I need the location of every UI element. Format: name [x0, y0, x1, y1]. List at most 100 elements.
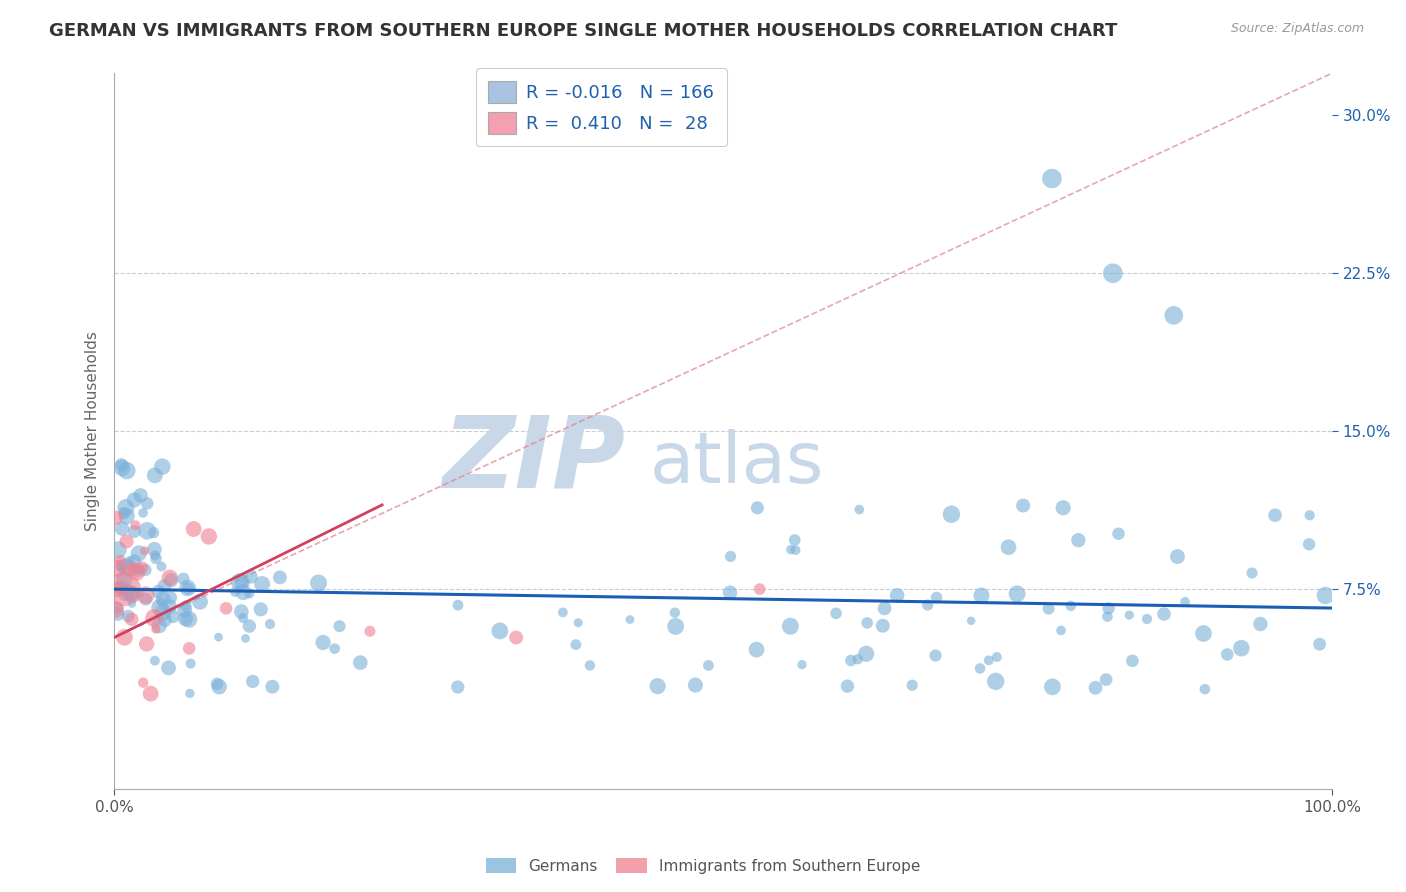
Point	[120, 586, 142, 600]
Point	[924, 648, 946, 663]
Text: GERMAN VS IMMIGRANTS FROM SOUTHERN EUROPE SINGLE MOTHER HOUSEHOLDS CORRELATION C: GERMAN VS IMMIGRANTS FROM SOUTHERN EUROP…	[49, 22, 1118, 40]
Point	[846, 652, 869, 666]
Point	[359, 624, 381, 639]
Point	[125, 565, 148, 579]
Point	[238, 619, 260, 633]
Point	[107, 542, 129, 557]
Point	[873, 601, 896, 615]
Point	[153, 613, 176, 627]
Point	[134, 563, 156, 577]
Point	[150, 459, 173, 474]
Point	[148, 618, 170, 632]
Point	[239, 570, 262, 584]
Text: ZIP: ZIP	[443, 411, 626, 508]
Point	[1298, 537, 1320, 551]
Point	[1067, 533, 1090, 548]
Point	[148, 584, 170, 599]
Point	[160, 573, 183, 587]
Point	[179, 641, 201, 656]
Point	[1098, 601, 1121, 615]
Point	[135, 637, 157, 651]
Point	[925, 591, 948, 605]
Point	[969, 661, 991, 675]
Point	[121, 597, 143, 611]
Point	[115, 585, 138, 599]
Point	[790, 657, 813, 672]
Point	[177, 581, 200, 595]
Point	[145, 622, 167, 636]
Point	[856, 615, 879, 630]
Point	[159, 571, 181, 585]
Point	[960, 614, 983, 628]
Point	[153, 579, 176, 593]
Point	[323, 641, 346, 656]
Point	[139, 687, 162, 701]
Point	[149, 600, 172, 615]
Point	[259, 617, 281, 632]
Point	[1012, 499, 1035, 513]
Point	[565, 638, 588, 652]
Point	[121, 612, 143, 626]
Point	[1095, 673, 1118, 687]
Point	[1121, 654, 1143, 668]
Point	[1309, 637, 1331, 651]
Point	[111, 558, 134, 573]
Point	[183, 522, 205, 536]
Point	[235, 632, 257, 646]
Point	[984, 674, 1007, 689]
Point	[567, 615, 589, 630]
Point	[107, 582, 129, 597]
Point	[328, 619, 350, 633]
Point	[977, 653, 1000, 667]
Point	[1060, 599, 1083, 613]
Point	[104, 511, 127, 525]
Point	[124, 554, 146, 568]
Point	[177, 582, 200, 596]
Point	[124, 518, 146, 533]
Legend: R = -0.016   N = 166, R =  0.410   N =  28: R = -0.016 N = 166, R = 0.410 N = 28	[475, 68, 727, 146]
Point	[143, 468, 166, 483]
Point	[718, 585, 741, 599]
Point	[748, 582, 770, 596]
Point	[150, 595, 173, 609]
Point	[180, 657, 202, 671]
Point	[159, 591, 181, 605]
Point	[720, 549, 742, 564]
Point	[143, 654, 166, 668]
Point	[152, 606, 174, 620]
Point	[159, 599, 181, 614]
Point	[110, 553, 132, 567]
Point	[112, 506, 135, 520]
Point	[122, 493, 145, 508]
Point	[111, 522, 134, 536]
Point	[112, 573, 135, 587]
Point	[619, 613, 641, 627]
Point	[1052, 500, 1074, 515]
Point	[308, 576, 330, 591]
Point	[1107, 526, 1129, 541]
Point	[129, 585, 152, 599]
Point	[215, 601, 238, 615]
Point	[837, 679, 859, 693]
Point	[1005, 587, 1028, 601]
Point	[1264, 508, 1286, 523]
Point	[825, 607, 848, 621]
Point	[1174, 595, 1197, 609]
Point	[107, 607, 129, 621]
Point	[312, 635, 335, 649]
Point	[1038, 601, 1060, 615]
Point	[127, 563, 149, 577]
Point	[747, 500, 769, 515]
Point	[162, 609, 184, 624]
Point	[848, 502, 870, 516]
Point	[132, 675, 155, 690]
Point	[231, 605, 253, 619]
Point	[228, 574, 250, 589]
Point	[111, 461, 134, 475]
Point	[447, 598, 470, 612]
Point	[1042, 680, 1064, 694]
Point	[110, 580, 132, 594]
Point	[1050, 624, 1073, 638]
Point	[110, 458, 132, 472]
Point	[1163, 309, 1185, 323]
